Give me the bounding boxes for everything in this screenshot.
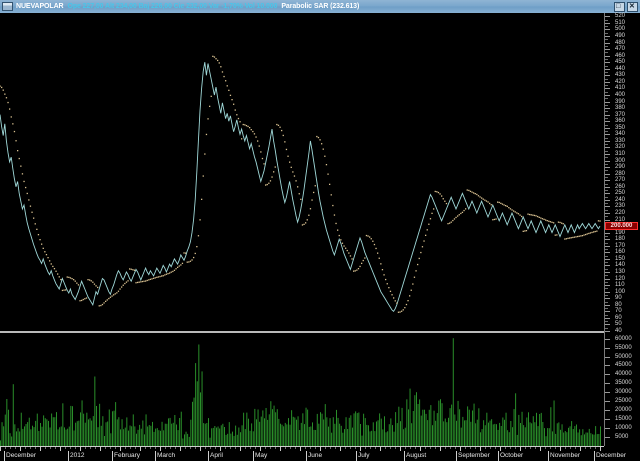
price-tick-label: 130 <box>615 269 626 275</box>
date-tick-label: May <box>255 452 268 459</box>
price-tick-label: 170 <box>615 242 626 249</box>
last-price-marker: 200.000 <box>605 222 638 231</box>
price-tick-label: 140 <box>615 262 626 269</box>
date-tick-label: April <box>210 452 224 459</box>
restore-button[interactable]: □ <box>614 1 625 12</box>
price-tick-label: 500 <box>615 26 626 33</box>
price-tick-label: 210 <box>615 216 626 223</box>
price-tick-label: 180 <box>615 236 626 243</box>
price-tick-label: 160 <box>615 249 626 256</box>
volume-tick-label: 50000 <box>615 353 632 360</box>
date-tick-label: December <box>6 452 36 459</box>
volume-tick-label: 35000 <box>615 380 632 387</box>
date-tick-label: August <box>406 452 427 459</box>
price-tick-label: 230 <box>615 203 626 210</box>
quote-summary: Ope 227,00 Alt 234,00 Baj 226,00 Cie 232… <box>67 2 278 10</box>
price-tick-label: 510 <box>615 19 626 26</box>
volume-tick-label: 25000 <box>615 398 632 405</box>
price-tick-label: 40 <box>615 328 622 334</box>
price-tick-label: 420 <box>615 78 626 85</box>
price-tick-label: 60 <box>615 314 622 321</box>
price-tick-label: 280 <box>615 170 626 177</box>
symbol-label: NUEVAPOLAR <box>16 2 64 10</box>
volume-plot <box>0 338 601 446</box>
volume-bars <box>0 338 601 446</box>
date-tick-label: 2012 <box>70 452 85 459</box>
price-chart-pane[interactable] <box>0 13 604 331</box>
price-tick-label: 320 <box>615 144 626 151</box>
date-tick-label: November <box>550 452 580 459</box>
date-tick-label: December <box>596 452 626 459</box>
price-tick-label: 370 <box>615 111 626 118</box>
right-axis-column[interactable]: 520 510 500 490 480 470 460 450 440 430 420 410 400 3… <box>604 13 640 446</box>
price-tick-label: 390 <box>615 98 626 105</box>
window-titlebar[interactable]: NUEVAPOLAR Ope 227,00 Alt 234,00 Baj 226… <box>0 0 640 13</box>
price-tick-label: 100 <box>615 288 626 295</box>
volume-tick-label: 5000 <box>615 434 629 440</box>
price-tick-label: 460 <box>615 52 626 59</box>
price-tick-label: 240 <box>615 196 626 203</box>
date-axis[interactable]: December 2012 February March April May June Jul… <box>0 446 626 461</box>
price-tick-label: 70 <box>615 308 622 315</box>
price-tick-label: 50 <box>615 321 622 328</box>
volume-tick-label: 45000 <box>615 362 632 369</box>
price-tick-label: 430 <box>615 72 626 79</box>
price-tick-label: 120 <box>615 275 626 282</box>
date-tick-label: October <box>500 452 524 459</box>
volume-tick-label: 60000 <box>615 335 632 342</box>
price-tick-label: 470 <box>615 46 626 53</box>
price-tick-label: 290 <box>615 164 626 171</box>
volume-tick-label: 10000 <box>615 425 632 432</box>
price-line-series <box>0 62 601 312</box>
price-tick-label: 360 <box>615 118 626 125</box>
price-tick-label: 260 <box>615 183 626 190</box>
price-tick-label: 340 <box>615 131 626 138</box>
parabolic-sar-dots <box>0 55 601 313</box>
indicator-label: Parabolic SAR (232.613) <box>281 2 360 10</box>
volume-tick-label: 40000 <box>615 371 632 378</box>
price-tick-label: 440 <box>615 65 626 72</box>
price-tick-label: 330 <box>615 137 626 144</box>
date-tick-label: March <box>157 452 176 459</box>
price-tick-label: 250 <box>615 190 626 197</box>
volume-chart-pane[interactable] <box>0 333 604 446</box>
price-tick-label: 410 <box>615 85 626 92</box>
price-tick-label: 80 <box>615 301 622 308</box>
price-tick-label: 220 <box>615 210 626 216</box>
date-tick-label: June <box>308 452 323 459</box>
volume-tick-label: 20000 <box>615 407 632 414</box>
volume-tick-label: 30000 <box>615 389 632 396</box>
price-tick-label: 300 <box>615 157 626 164</box>
price-tick-label: 520 <box>615 13 626 20</box>
price-tick-label: 400 <box>615 92 626 98</box>
date-tick-label: July <box>358 452 370 459</box>
price-tick-label: 350 <box>615 124 626 131</box>
window-icon <box>2 2 13 11</box>
price-tick-label: 450 <box>615 59 626 66</box>
volume-tick-label: 15000 <box>615 416 632 423</box>
date-tick-label: February <box>114 452 141 459</box>
price-tick-label: 480 <box>615 39 626 46</box>
price-tick-label: 90 <box>615 295 622 302</box>
price-plot <box>0 55 601 313</box>
price-tick-label: 490 <box>615 32 626 39</box>
price-tick-label: 310 <box>615 151 626 157</box>
pane-divider <box>0 331 604 333</box>
price-tick-label: 190 <box>615 229 626 236</box>
price-tick-label: 110 <box>615 282 625 289</box>
close-button[interactable]: ✕ <box>627 1 638 12</box>
price-tick-label: 270 <box>615 177 626 184</box>
price-tick-label: 150 <box>615 255 626 262</box>
volume-tick-label: 55000 <box>615 344 632 351</box>
date-tick-label: September <box>458 452 490 459</box>
price-tick-label: 380 <box>615 105 626 112</box>
